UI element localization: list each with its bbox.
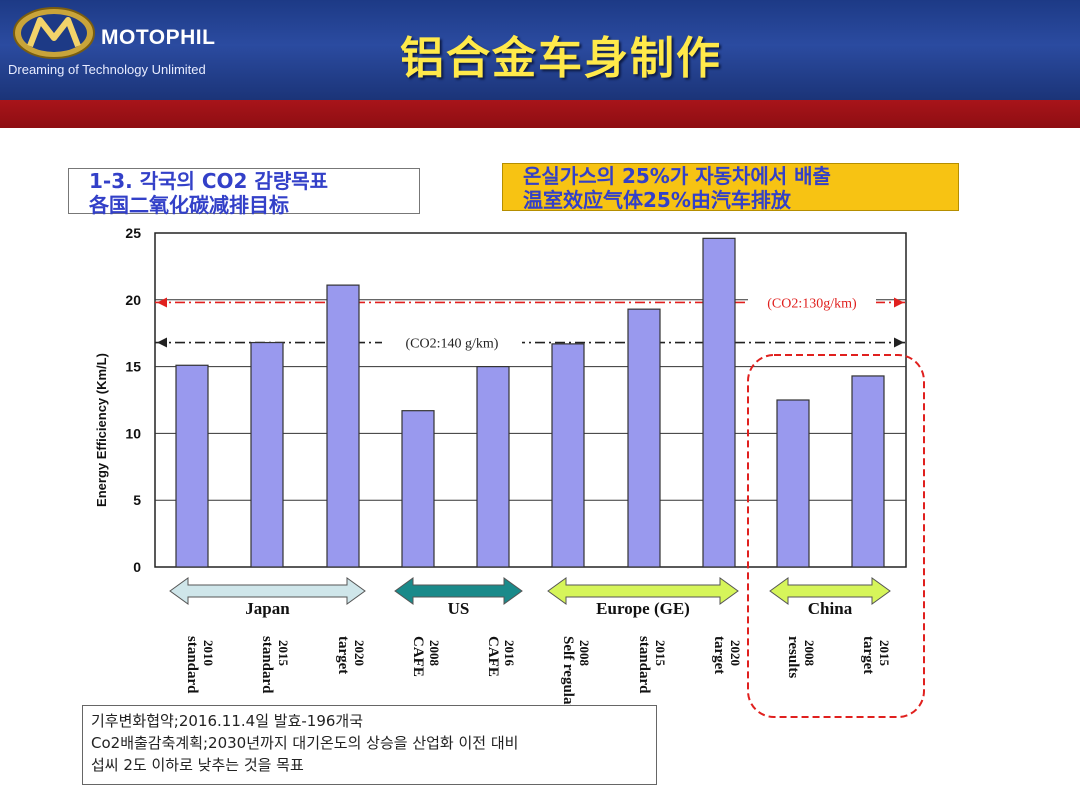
y-tick-label: 25 bbox=[125, 225, 141, 241]
page-title: 铝合金车身制作 bbox=[400, 33, 722, 84]
bars-layer bbox=[175, 237, 885, 568]
bar-category-label: target bbox=[335, 636, 351, 674]
group-arrow bbox=[547, 577, 739, 605]
bar-year-label: 2016 bbox=[502, 640, 517, 667]
bar-year-label: 2008 bbox=[427, 640, 442, 667]
bar-category-label: CAFE bbox=[410, 636, 426, 677]
group-arrow bbox=[769, 577, 891, 605]
bar-year-label: 2010 bbox=[201, 640, 216, 666]
header-bar bbox=[0, 0, 1080, 100]
bar-category-label: standard bbox=[636, 636, 652, 694]
group-arrow bbox=[169, 577, 366, 605]
bar-category-label: standard bbox=[259, 636, 275, 694]
bar-year-label: 2015 bbox=[276, 640, 291, 667]
brand-name: MOTOPHIL bbox=[101, 26, 216, 49]
bar-category-label: CAFE bbox=[485, 636, 501, 677]
group-label: Europe (GE) bbox=[596, 599, 690, 618]
bar bbox=[250, 341, 284, 568]
bar-year-label: 2020 bbox=[728, 640, 743, 666]
co2-target-heading-box: 1-3. 각국의 CO2 감량목표 各国二氧化碳减排目标 bbox=[68, 168, 420, 217]
y-tick-label: 20 bbox=[125, 292, 141, 308]
note-line-3: 섭씨 2도 이하로 낮추는 것을 목표 bbox=[91, 756, 304, 774]
bar-category-label: target bbox=[711, 636, 727, 674]
reference-label-bg bbox=[382, 332, 522, 353]
bar bbox=[776, 399, 810, 568]
group-label: US bbox=[448, 599, 470, 618]
bar-year-label: 2020 bbox=[352, 640, 367, 666]
bar bbox=[175, 364, 209, 568]
group-arrows-layer: Japan US Europe (GE) China bbox=[169, 354, 925, 718]
bar-category-label: standard bbox=[184, 636, 200, 694]
climate-agreement-note: 기후변화협약;2016.11.4일 발효-196개국 Co2배출감축계획;203… bbox=[82, 705, 657, 785]
bar bbox=[326, 284, 360, 568]
note-line-1: 기후변화협약;2016.11.4일 발효-196개국 bbox=[91, 712, 364, 730]
heading-korean: 1-3. 각국의 CO2 감량목표 bbox=[89, 169, 329, 193]
reference-label-bg bbox=[748, 292, 876, 313]
reference-arrow-left bbox=[157, 297, 167, 308]
bar-year-label: 2015 bbox=[877, 640, 892, 667]
bar-year-label: 2008 bbox=[802, 640, 817, 667]
bar bbox=[851, 375, 885, 568]
note-line-2: Co2배출감축계획;2030년까지 대기온도의 상승을 산업화 이전 대비 bbox=[91, 734, 519, 752]
china-highlight-box bbox=[747, 354, 925, 718]
heading-chinese: 各国二氧化碳减排目标 bbox=[89, 193, 289, 217]
group-label: China bbox=[808, 599, 853, 618]
bar bbox=[476, 366, 510, 568]
bar-year-label: 2015 bbox=[653, 640, 668, 667]
y-tick-label: 10 bbox=[125, 425, 141, 441]
bar bbox=[702, 237, 736, 568]
bar bbox=[627, 308, 661, 568]
callout-chinese: 温室效应气体25%由汽车排放 bbox=[523, 188, 791, 212]
bar-category-label: target bbox=[860, 636, 876, 674]
bar-year-label: 2008 bbox=[577, 640, 592, 667]
group-label: Japan bbox=[245, 599, 290, 618]
y-tick-label: 15 bbox=[125, 359, 141, 375]
axis-layer: 0 5 10 15 20 25 Energy Efficiency (Km/L) bbox=[94, 225, 141, 575]
bar bbox=[401, 410, 435, 568]
bar-category-label: results bbox=[785, 636, 801, 678]
motophil-logo-icon bbox=[13, 7, 95, 59]
reference-arrow-right bbox=[894, 297, 904, 308]
group-arrow bbox=[394, 577, 523, 605]
y-axis-label: Energy Efficiency (Km/L) bbox=[94, 353, 109, 507]
reference-line-label: (CO2:140 g/km) bbox=[406, 337, 499, 352]
reference-line-label: (CO2:130g/km) bbox=[767, 296, 857, 311]
brand-tagline: Dreaming of Technology Unlimited bbox=[8, 62, 206, 77]
y-tick-label: 5 bbox=[133, 492, 141, 508]
y-tick-label: 0 bbox=[133, 559, 141, 575]
reference-arrow-left bbox=[157, 337, 167, 348]
callout-korean: 온실가스의 25%가 자동차에서 배출 bbox=[523, 164, 831, 188]
header-red-band bbox=[0, 100, 1080, 128]
emission-share-callout: 온실가스의 25%가 자동차에서 배출 温室效应气体25%由汽车排放 bbox=[502, 163, 959, 212]
reference-arrow-right bbox=[894, 337, 904, 348]
bar bbox=[551, 343, 585, 568]
